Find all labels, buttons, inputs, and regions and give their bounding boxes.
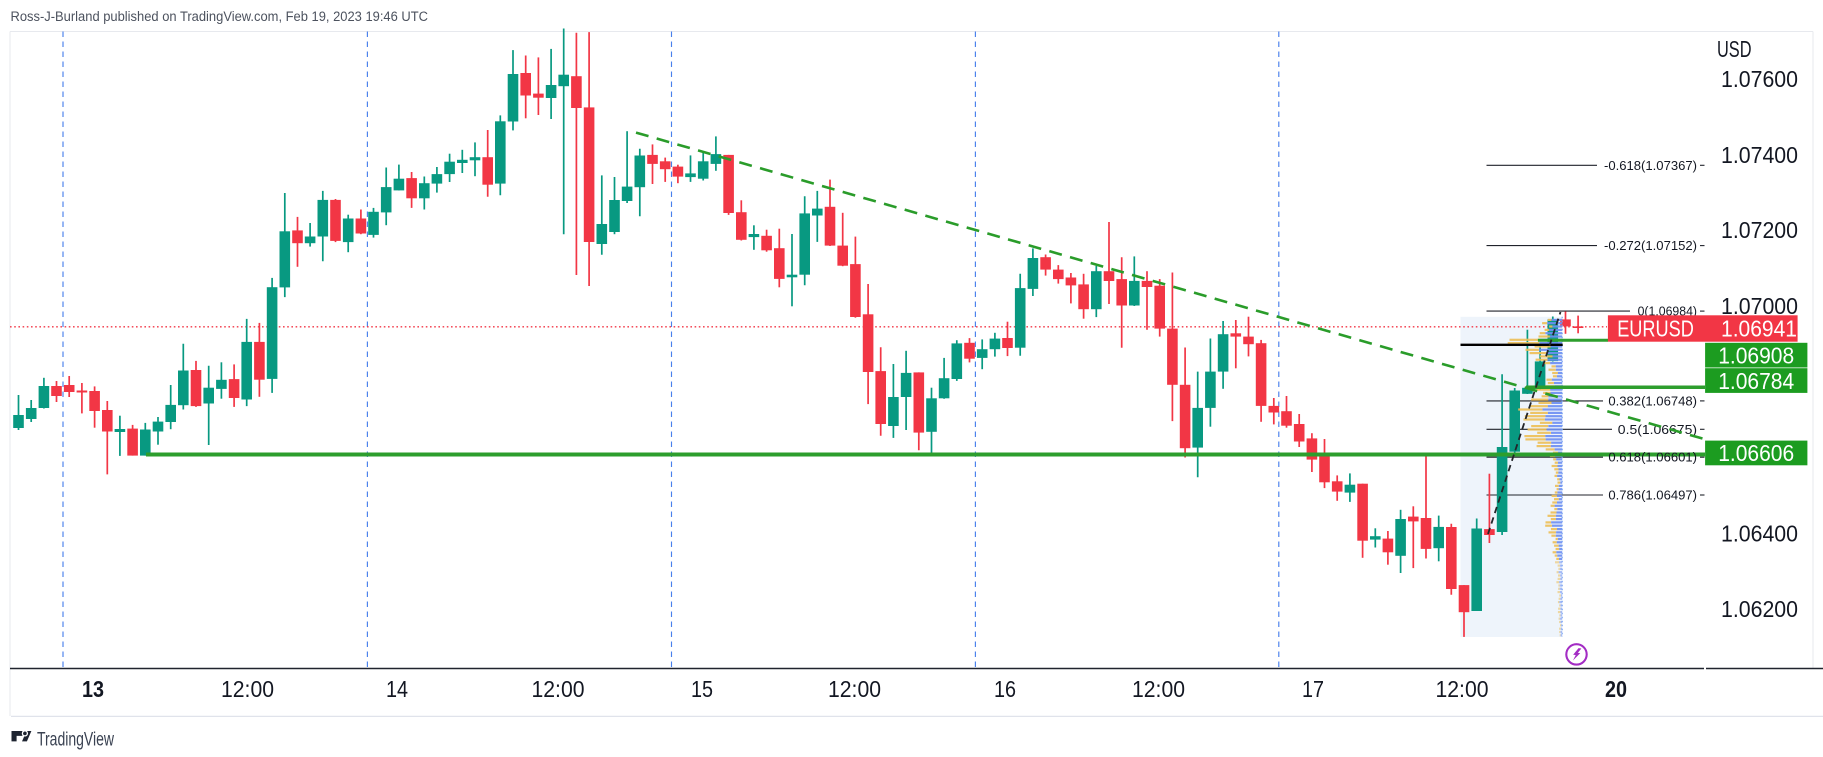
- svg-text:1.06606: 1.06606: [1718, 440, 1794, 466]
- svg-text:12:00: 12:00: [1132, 676, 1185, 702]
- svg-text:1.07400: 1.07400: [1721, 142, 1798, 168]
- svg-text:12:00: 12:00: [221, 676, 274, 702]
- svg-text:TradingView: TradingView: [37, 729, 115, 751]
- svg-text:16: 16: [994, 676, 1016, 702]
- svg-text:0.5(1.06675): 0.5(1.06675): [1618, 422, 1697, 437]
- svg-text:1.07000: 1.07000: [1721, 293, 1798, 319]
- svg-text:14: 14: [386, 676, 408, 702]
- svg-text:12:00: 12:00: [828, 676, 881, 702]
- svg-text:0(1.06984): 0(1.06984): [1638, 304, 1697, 319]
- svg-text:1.06908: 1.06908: [1718, 342, 1794, 368]
- svg-text:12:00: 12:00: [1436, 676, 1489, 702]
- svg-text:1.07200: 1.07200: [1721, 217, 1798, 243]
- svg-text:0.382(1.06748): 0.382(1.06748): [1608, 393, 1697, 408]
- svg-text:1.07600: 1.07600: [1721, 66, 1798, 92]
- svg-text:20: 20: [1605, 676, 1627, 702]
- svg-text:0.618(1.06601): 0.618(1.06601): [1608, 450, 1697, 465]
- svg-text:13: 13: [82, 676, 104, 702]
- svg-text:1.06784: 1.06784: [1718, 368, 1794, 394]
- svg-text:0.786(1.06497): 0.786(1.06497): [1608, 488, 1697, 503]
- svg-text:12:00: 12:00: [532, 676, 585, 702]
- svg-text:15: 15: [691, 676, 713, 702]
- svg-text:-0.272(1.07152): -0.272(1.07152): [1604, 238, 1697, 253]
- svg-text:1.06400: 1.06400: [1721, 521, 1798, 547]
- svg-text:-0.618(1.07367): -0.618(1.07367): [1604, 158, 1697, 173]
- svg-text:Ross-J-Burland published on Tr: Ross-J-Burland published on TradingView.…: [11, 9, 429, 24]
- svg-text:17: 17: [1302, 676, 1324, 702]
- svg-text:USD: USD: [1717, 36, 1752, 62]
- svg-text:EURUSD: EURUSD: [1617, 316, 1694, 342]
- svg-text:1.06200: 1.06200: [1721, 596, 1798, 622]
- svg-text:1.06941: 1.06941: [1721, 316, 1797, 342]
